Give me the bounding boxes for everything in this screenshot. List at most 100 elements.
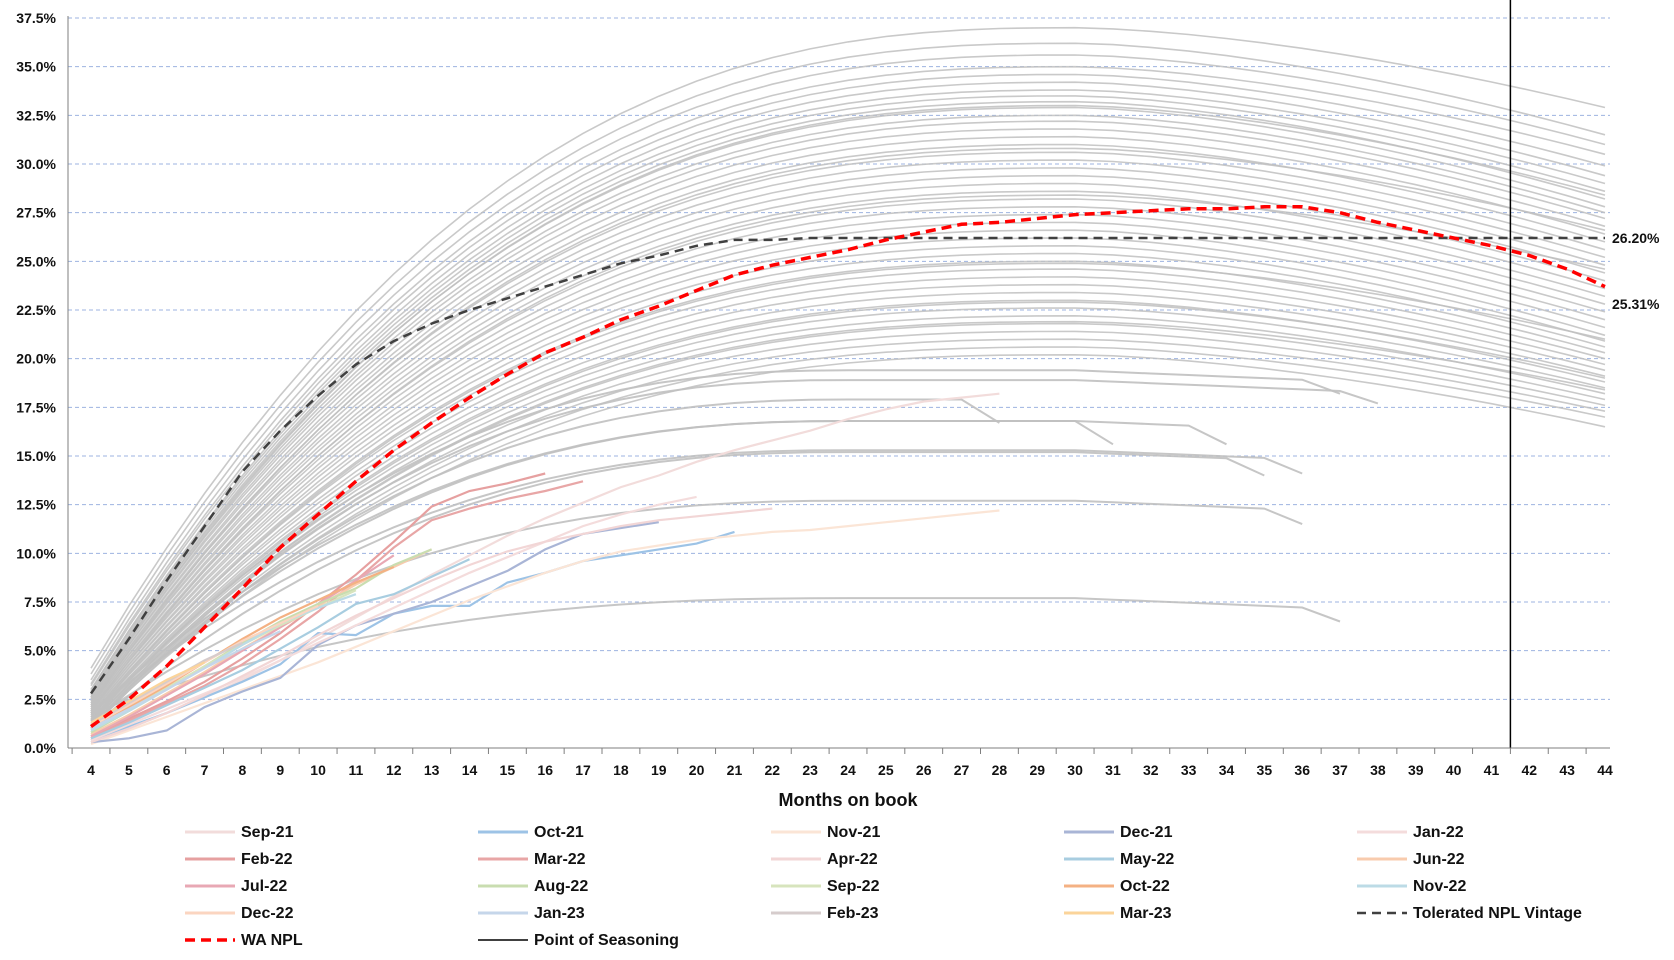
legend-label: Nov-22 bbox=[1413, 878, 1466, 895]
background-vintage-line bbox=[90, 159, 1606, 702]
y-tick-label: 2.5% bbox=[24, 691, 56, 707]
y-tick-label: 20.0% bbox=[16, 351, 56, 367]
legend-item: Nov-22 bbox=[1357, 878, 1466, 895]
x-tick-label: 18 bbox=[613, 762, 629, 778]
legend-label: Sep-21 bbox=[241, 824, 294, 841]
partial-vintage-line bbox=[90, 369, 1341, 722]
legend-item: Jul-22 bbox=[185, 878, 287, 895]
x-tick-label: 37 bbox=[1332, 762, 1348, 778]
legend-label: Feb-23 bbox=[827, 905, 879, 922]
x-tick-label: 20 bbox=[689, 762, 705, 778]
legend-label: Jun-22 bbox=[1413, 851, 1465, 868]
background-vintage-line bbox=[90, 291, 1606, 720]
legend-label: Apr-22 bbox=[827, 851, 878, 868]
recent-vintage-lines bbox=[90, 392, 1000, 746]
background-vintage-line bbox=[90, 252, 1606, 714]
background-vintage-line bbox=[90, 167, 1606, 704]
x-tick-label: 12 bbox=[386, 762, 402, 778]
x-tick-label: 17 bbox=[575, 762, 591, 778]
axes: 0.0% 2.5% 5.0% 7.5% 10.0% 12.5% 15.0% 17.5% 20.0… bbox=[16, 10, 1613, 778]
background-vintage-line bbox=[90, 104, 1606, 698]
partial-vintage-line bbox=[90, 449, 1303, 714]
partial-vintage-line bbox=[90, 398, 1000, 730]
vintage-line-jan-23 bbox=[90, 630, 281, 730]
axis-labels: Months on book bbox=[779, 790, 919, 810]
background-vintage-line bbox=[90, 135, 1606, 700]
background-vintage-line bbox=[90, 174, 1606, 704]
legend-label: Feb-22 bbox=[241, 851, 293, 868]
y-tick-label: 17.5% bbox=[16, 399, 56, 415]
x-tick-label: 8 bbox=[239, 762, 247, 778]
x-tick-label: 27 bbox=[954, 762, 970, 778]
background-vintage-line bbox=[90, 54, 1606, 681]
x-tick-label: 41 bbox=[1484, 762, 1500, 778]
legend-label: Tolerated NPL Vintage bbox=[1413, 905, 1582, 922]
legend-item: Mar-22 bbox=[478, 851, 586, 868]
x-tick-label: 26 bbox=[916, 762, 932, 778]
background-vintage-line bbox=[90, 89, 1606, 691]
x-tick-label: 11 bbox=[349, 762, 364, 778]
legend-label: May-22 bbox=[1120, 851, 1174, 868]
x-tick-label: 21 bbox=[727, 762, 743, 778]
background-vintage-line bbox=[90, 268, 1606, 716]
y-tick-label: 15.0% bbox=[16, 448, 56, 464]
end-value-label: 26.20% bbox=[1612, 230, 1660, 246]
legend-label: Nov-21 bbox=[827, 824, 880, 841]
partial-vintage-line bbox=[90, 379, 1379, 730]
partial-vintage-line bbox=[90, 499, 1303, 722]
background-vintage-lines bbox=[90, 26, 1606, 730]
background-vintage-line bbox=[90, 147, 1606, 706]
legend-item: Oct-22 bbox=[1064, 878, 1170, 895]
x-tick-label: 4 bbox=[87, 762, 95, 778]
legend-item: Point of Seasoning bbox=[478, 932, 679, 949]
x-tick-label: 19 bbox=[651, 762, 667, 778]
legend-item: Sep-21 bbox=[185, 824, 294, 841]
legend-item: Aug-22 bbox=[478, 878, 588, 895]
background-vintage-line bbox=[90, 182, 1606, 706]
y-tick-label: 35.0% bbox=[16, 59, 56, 75]
legend-label: Mar-23 bbox=[1120, 905, 1172, 922]
partial-vintage-line bbox=[90, 597, 1341, 714]
background-vintage-line bbox=[90, 42, 1606, 675]
background-vintage-line bbox=[90, 190, 1606, 706]
partial-vintage-line bbox=[90, 420, 1114, 714]
vintage-line-sep-21 bbox=[90, 392, 1000, 744]
vintage-line-jan-22 bbox=[90, 495, 697, 742]
vintage-line-feb-23 bbox=[90, 641, 243, 726]
background-vintage-line bbox=[90, 260, 1606, 716]
legend-item: May-22 bbox=[1064, 851, 1174, 868]
vintage-line-oct-21 bbox=[90, 530, 735, 742]
legend-item: Feb-23 bbox=[771, 905, 879, 922]
x-tick-label: 31 bbox=[1105, 762, 1121, 778]
wa-npl-line bbox=[89, 205, 1606, 729]
partial-vintage-line bbox=[90, 451, 1265, 730]
x-tick-label: 23 bbox=[802, 762, 818, 778]
x-tick-label: 30 bbox=[1067, 762, 1083, 778]
legend-label: Mar-22 bbox=[534, 851, 586, 868]
x-tick-label: 35 bbox=[1257, 762, 1273, 778]
vintage-line-apr-22 bbox=[90, 507, 773, 744]
legend-label: WA NPL bbox=[241, 932, 303, 949]
x-tick-label: 24 bbox=[840, 762, 856, 778]
background-vintage-line bbox=[90, 276, 1606, 718]
vintage-line-nov-22 bbox=[90, 593, 357, 732]
background-vintage-line bbox=[90, 151, 1606, 702]
background-vintage-line bbox=[90, 221, 1606, 710]
background-vintage-line bbox=[90, 320, 1606, 724]
legend-label: Sep-22 bbox=[827, 878, 880, 895]
background-vintage-line bbox=[90, 283, 1606, 718]
x-tick-label: 40 bbox=[1446, 762, 1462, 778]
y-tick-label: 12.5% bbox=[16, 497, 56, 513]
y-tick-label: 30.0% bbox=[16, 156, 56, 172]
vintage-line-nov-21 bbox=[90, 509, 1000, 746]
legend-item: Mar-23 bbox=[1064, 905, 1172, 922]
background-vintage-line bbox=[90, 244, 1606, 714]
y-tick-label: 37.5% bbox=[16, 10, 56, 26]
x-tick-label: 10 bbox=[310, 762, 326, 778]
legend-label: Oct-22 bbox=[1120, 878, 1170, 895]
background-vintage-line bbox=[90, 143, 1606, 700]
background-vintage-line bbox=[90, 120, 1606, 698]
vintage-line-oct-22 bbox=[90, 565, 395, 730]
